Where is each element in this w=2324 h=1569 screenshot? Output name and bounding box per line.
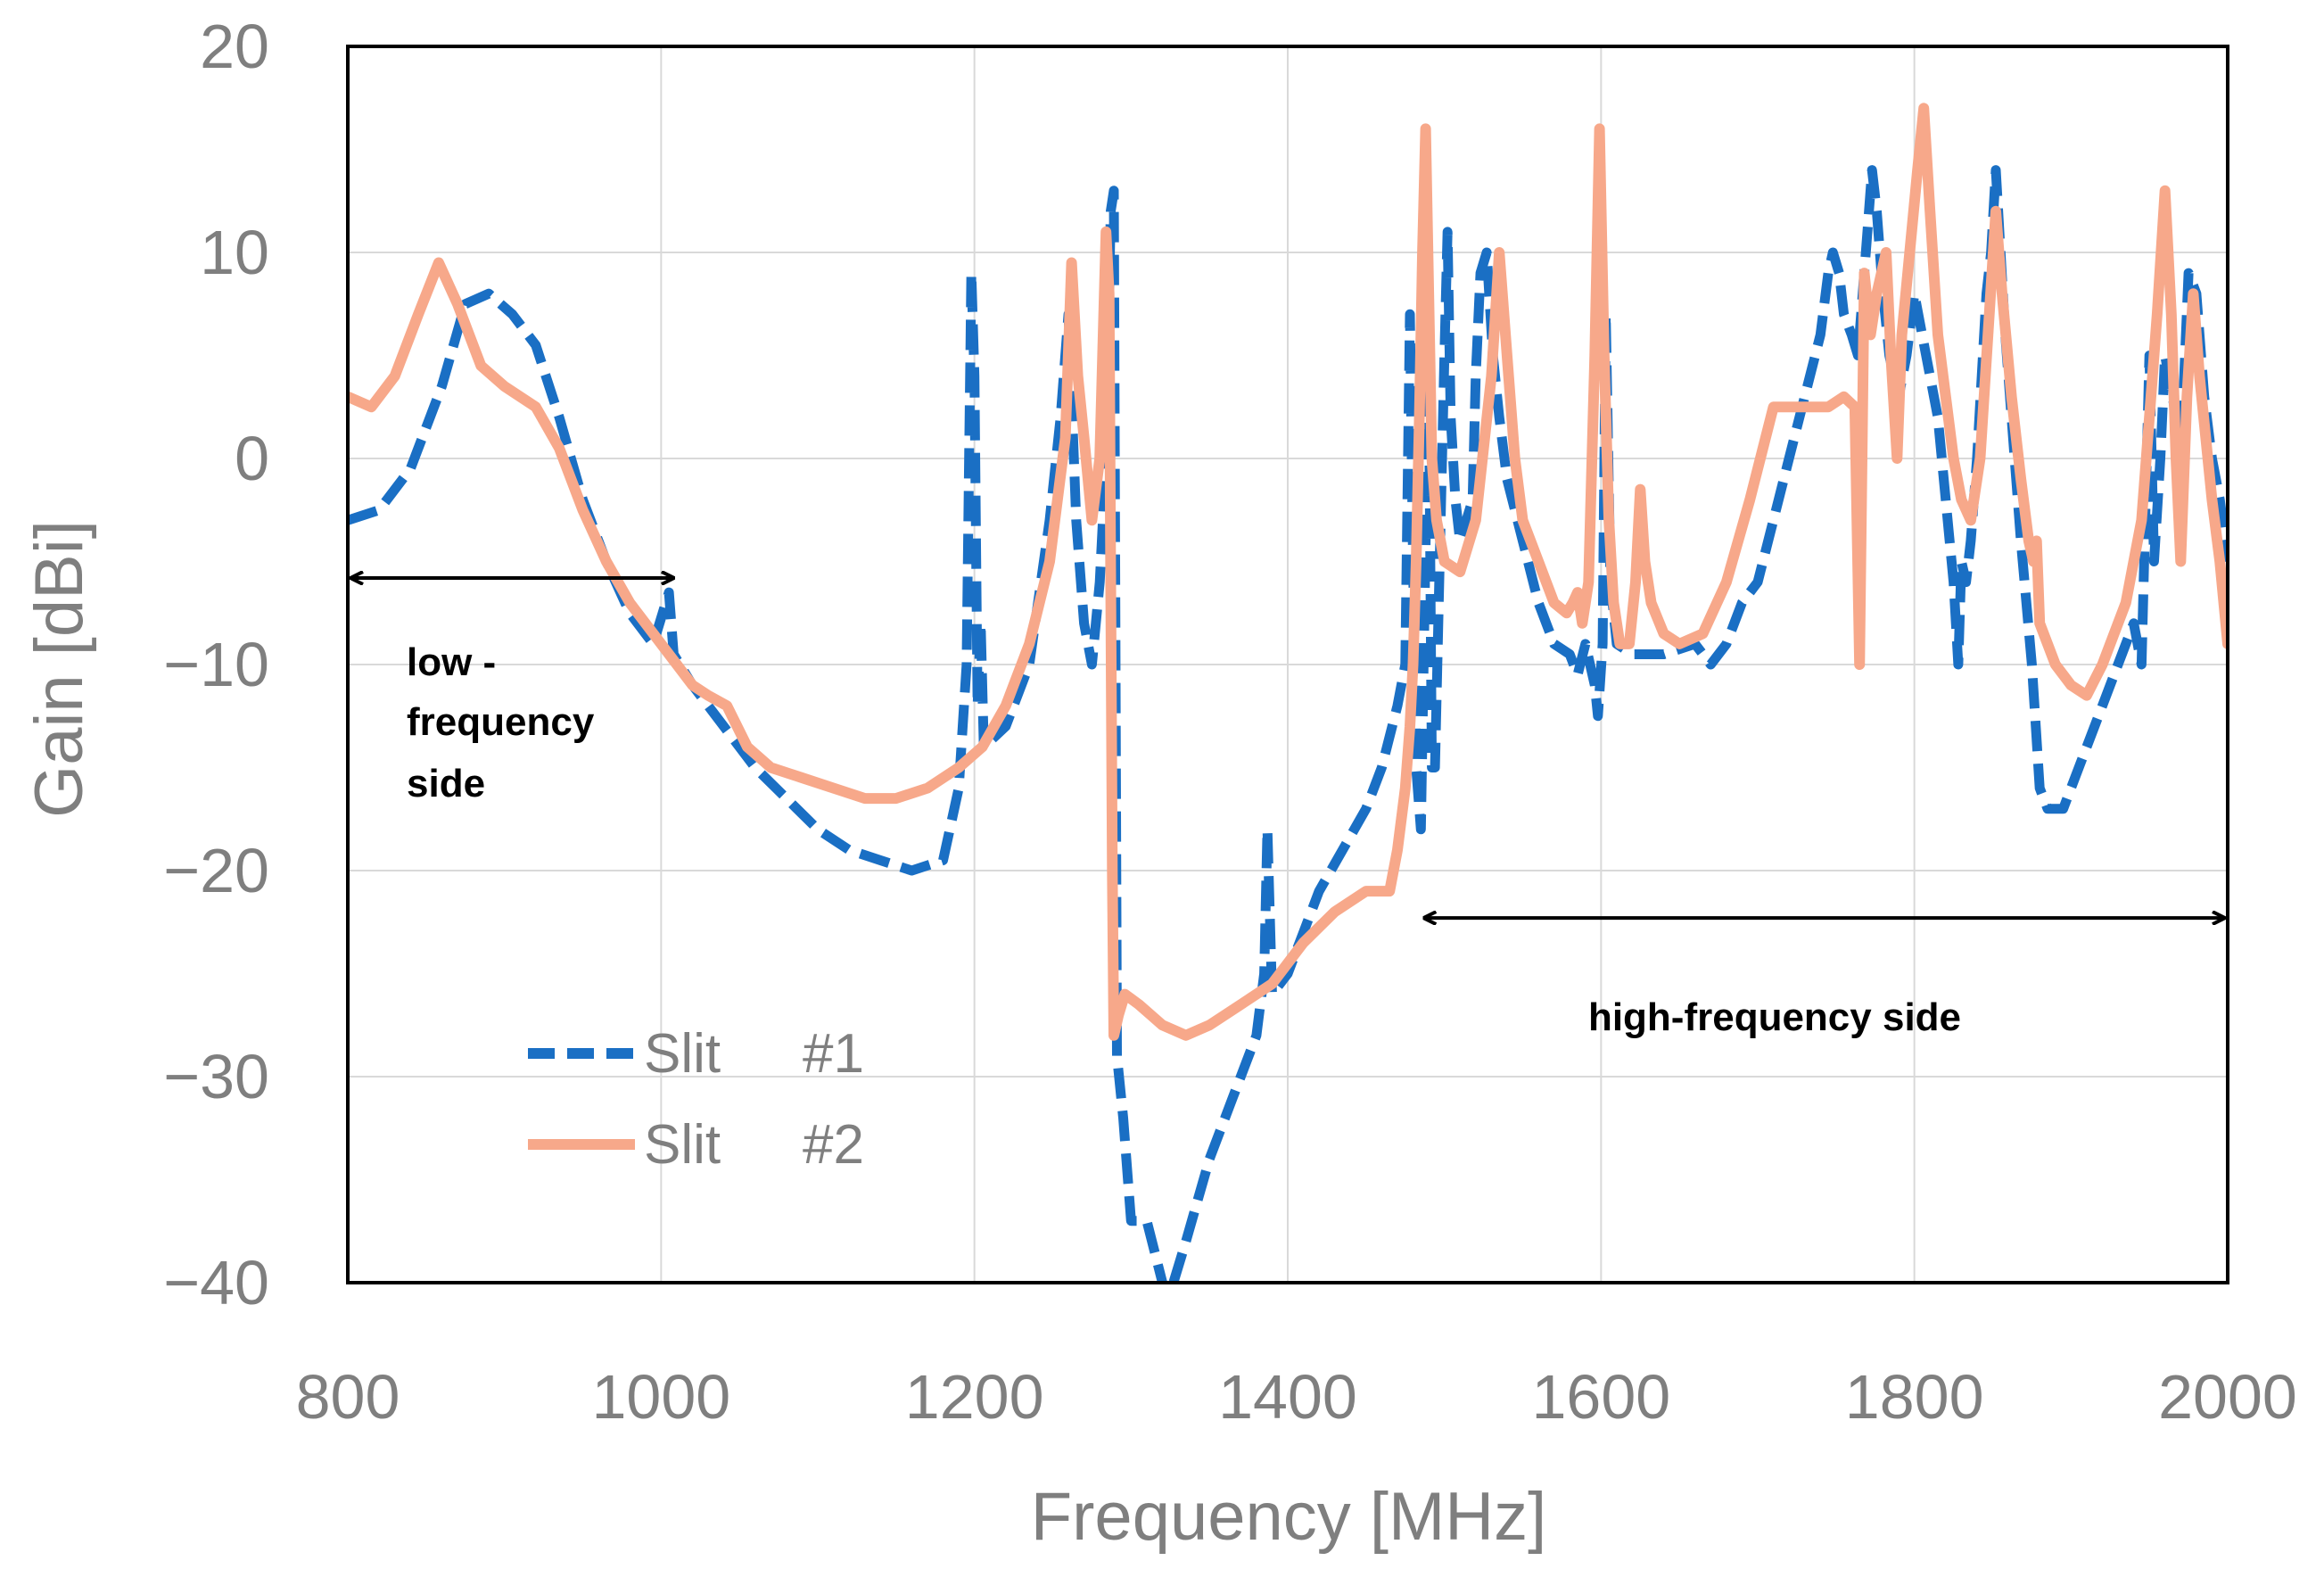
x-tick-label: 1200 bbox=[905, 1362, 1044, 1432]
high-frequency-label: high-frequency side bbox=[1588, 995, 1961, 1039]
legend-suffix-slit-2: #2 bbox=[803, 1114, 864, 1176]
grid-lines bbox=[348, 46, 2228, 1283]
y-tick-label: −10 bbox=[163, 630, 269, 699]
legend-suffix-slit-1: #1 bbox=[803, 1023, 864, 1085]
x-tick-label: 1800 bbox=[1845, 1362, 1984, 1432]
x-tick-label: 2000 bbox=[2158, 1362, 2297, 1432]
legend-label-slit-1: Slit bbox=[644, 1023, 721, 1085]
annotation-high-frequency: high-frequency side bbox=[1424, 918, 2224, 1039]
x-tick-label: 1000 bbox=[591, 1362, 730, 1432]
x-tick-label: 1400 bbox=[1218, 1362, 1357, 1432]
y-tick-label: −40 bbox=[163, 1248, 269, 1317]
y-tick-label: 20 bbox=[200, 12, 269, 81]
legend: Slit #1 Slit #2 bbox=[528, 1023, 864, 1176]
x-tick-labels: 800 1000 1200 1400 1600 1800 2000 bbox=[296, 1362, 2297, 1432]
x-axis-title: Frequency [MHz] bbox=[1031, 1479, 1547, 1555]
legend-label-slit-2: Slit bbox=[644, 1114, 721, 1176]
y-tick-labels: 20 10 0 −10 −20 −30 −40 bbox=[163, 12, 269, 1317]
low-frequency-label-line-3: side bbox=[407, 762, 485, 805]
annotation-low-frequency: low - frequency side bbox=[351, 578, 673, 805]
y-axis-title: Gain [dBi] bbox=[21, 520, 97, 818]
low-frequency-label-line-1: low - bbox=[407, 640, 496, 684]
x-tick-label: 800 bbox=[296, 1362, 400, 1432]
y-tick-label: −30 bbox=[163, 1042, 269, 1111]
y-tick-label: 0 bbox=[235, 424, 269, 493]
y-tick-label: 10 bbox=[200, 218, 269, 287]
x-tick-label: 1600 bbox=[1531, 1362, 1670, 1432]
series-layer bbox=[348, 103, 2228, 1283]
series-line-slit-2 bbox=[348, 103, 2228, 1041]
y-tick-label: −20 bbox=[163, 836, 269, 905]
low-frequency-label-line-2: frequency bbox=[407, 700, 595, 744]
plot-area-border bbox=[346, 45, 2229, 1284]
